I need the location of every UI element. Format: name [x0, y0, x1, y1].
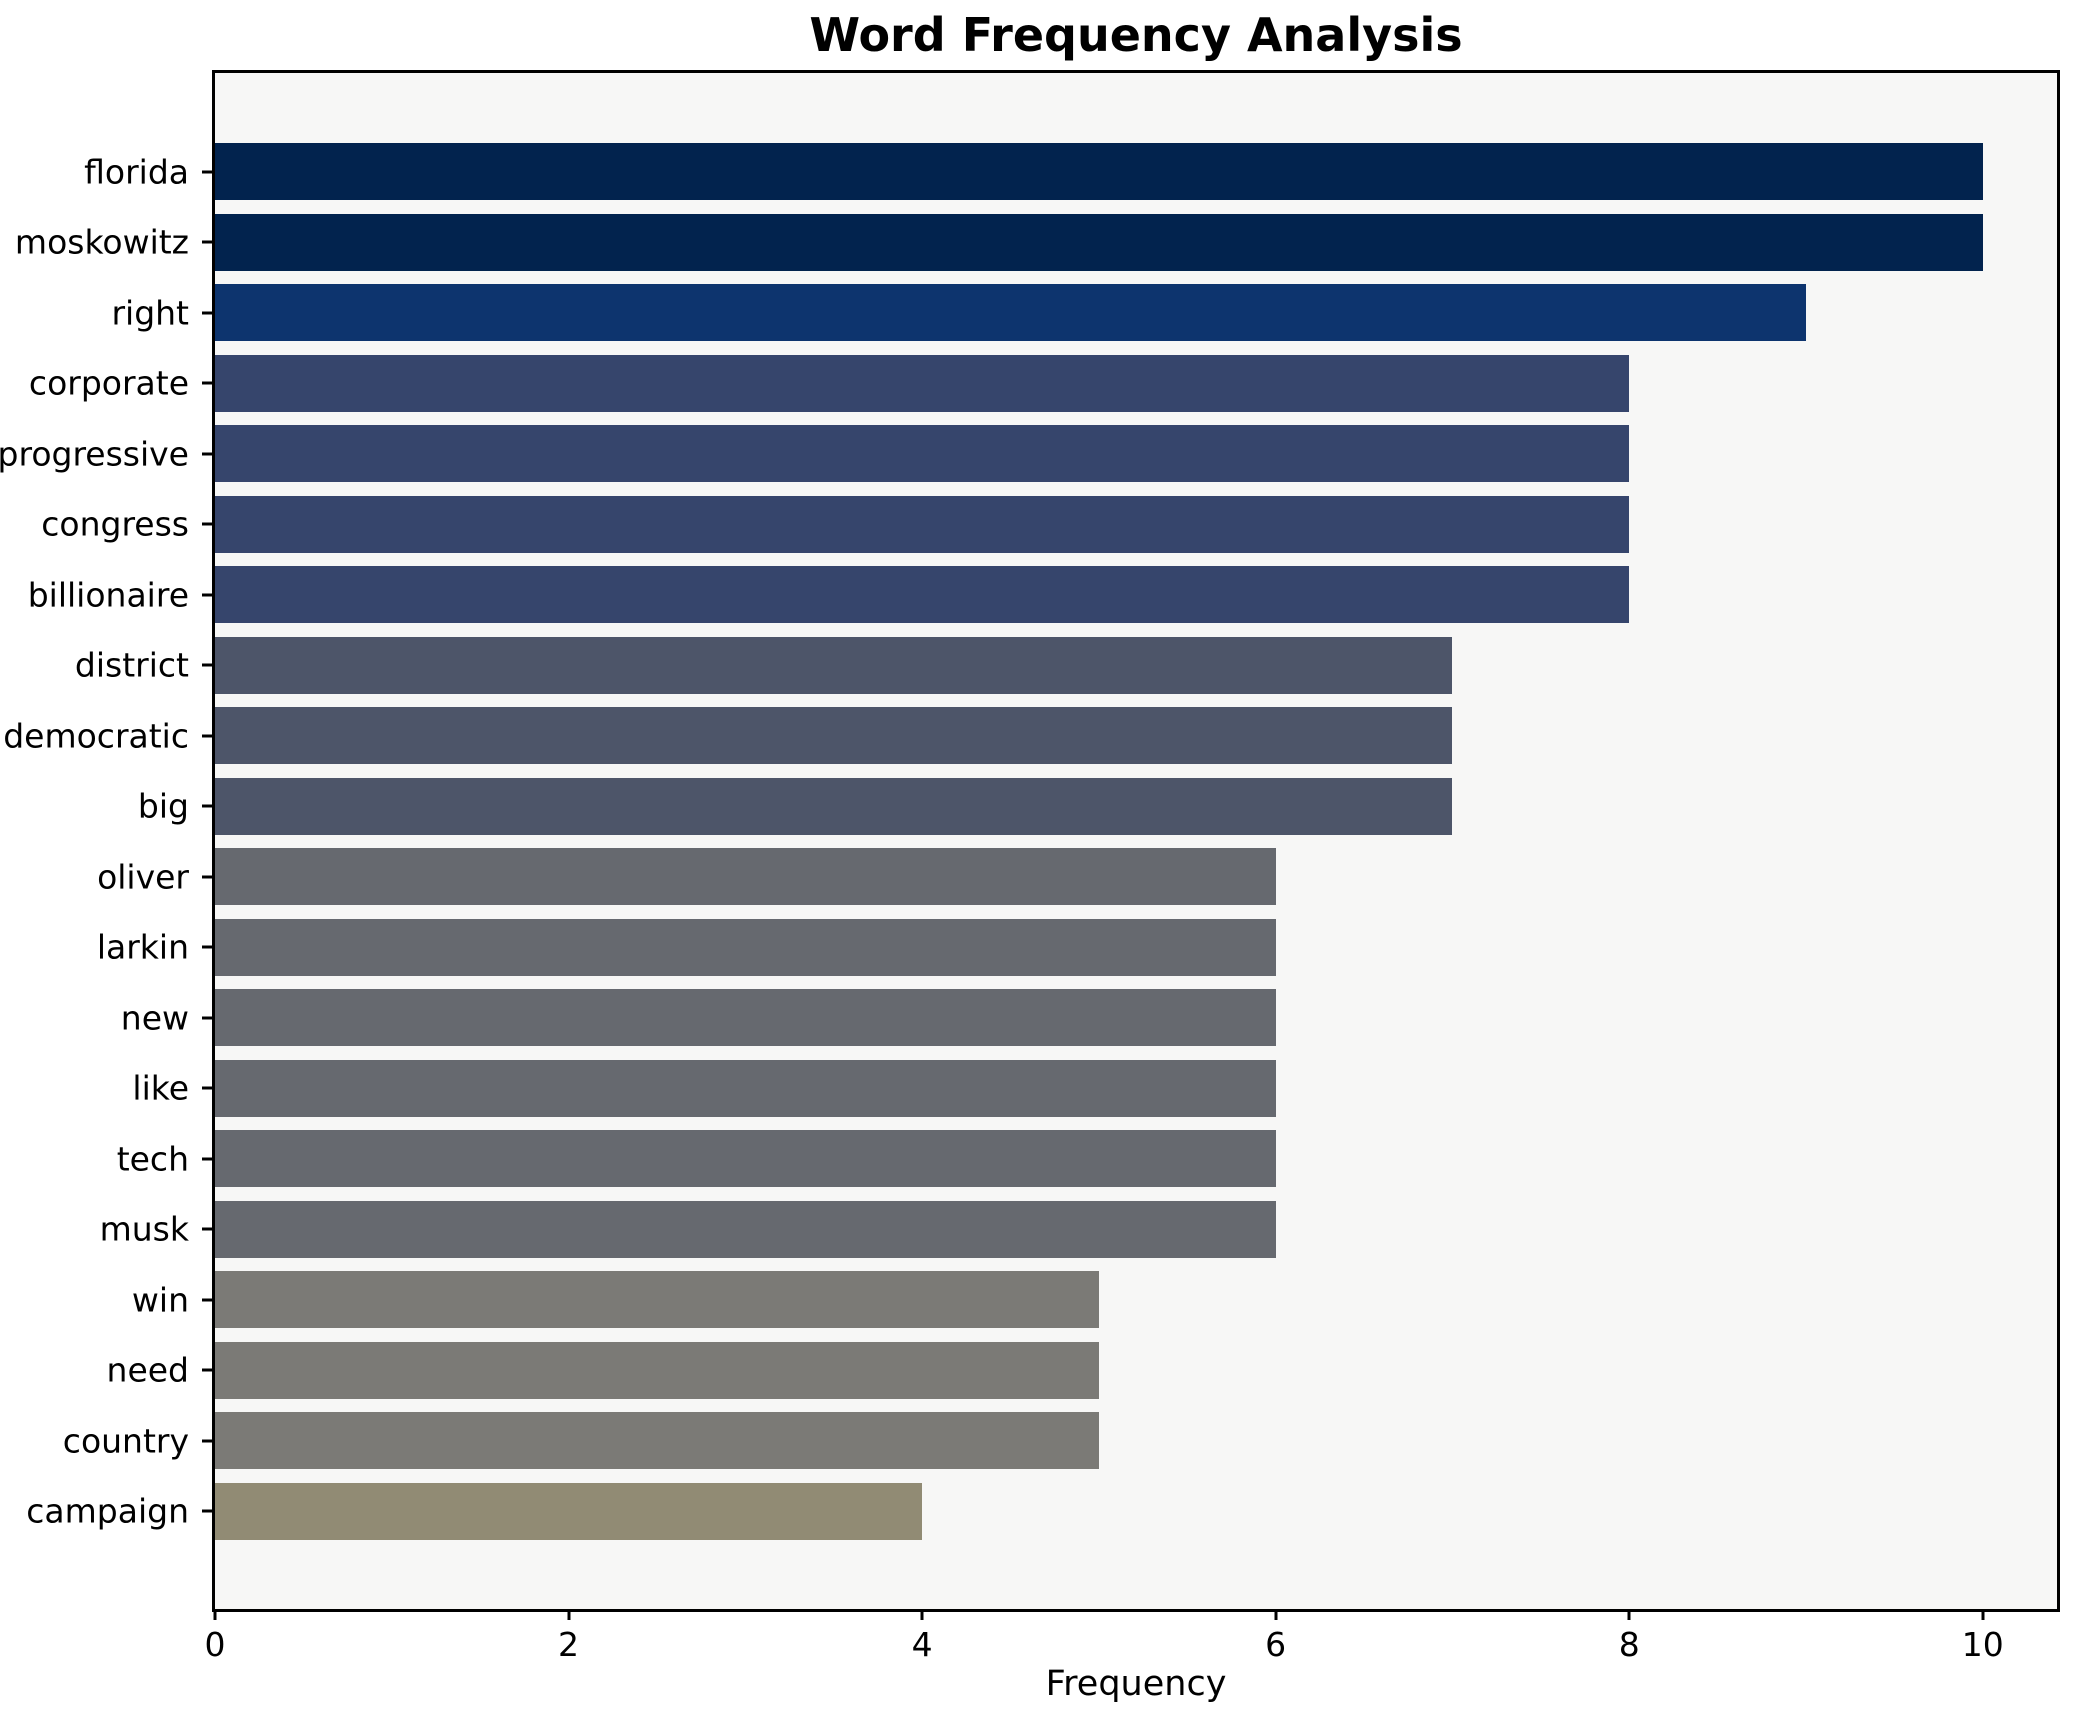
x-tick-label: 2 [558, 1625, 580, 1664]
bar-row: campaign [26, 1482, 2057, 1540]
x-axis-label: Frequency [1045, 1664, 1227, 1704]
y-tick [202, 734, 212, 738]
y-tick-label: like [132, 1068, 189, 1108]
y-tick [202, 240, 212, 244]
y-tick-label: congress [41, 504, 189, 544]
bar [215, 1482, 923, 1540]
bar-row: corporate [29, 354, 2057, 412]
x-tick [1981, 1609, 1985, 1620]
bar [215, 1130, 1276, 1188]
y-tick [202, 452, 212, 456]
bar [215, 1059, 1276, 1117]
bar-row: moskowitz [15, 213, 2057, 271]
y-tick-label: tech [116, 1139, 189, 1179]
bar-row: tech [117, 1130, 2057, 1188]
y-tick [202, 1086, 212, 1090]
y-tick [202, 1016, 212, 1020]
bar-row: district [75, 636, 2057, 694]
y-tick-label: win [131, 1280, 189, 1320]
bar [215, 707, 1453, 765]
bar [215, 425, 1630, 483]
bar-row: country [63, 1412, 2057, 1470]
bar [215, 848, 1276, 906]
y-tick-label: campaign [26, 1491, 189, 1531]
bar [215, 1341, 1099, 1399]
y-tick [202, 875, 212, 879]
y-tick-label: billionaire [27, 575, 189, 615]
bar-row: win [132, 1271, 2057, 1329]
y-tick-label: oliver [97, 857, 189, 897]
chart-title: Word Frequency Analysis [809, 8, 1463, 62]
x-tick-label: 0 [204, 1625, 226, 1664]
bar-row: like [132, 1059, 2057, 1117]
x-tick [567, 1609, 571, 1620]
y-tick [202, 170, 212, 173]
y-tick [202, 1509, 212, 1513]
y-tick-label: corporate [28, 363, 189, 403]
bar [215, 777, 1453, 835]
bar-row: need [107, 1341, 2057, 1399]
y-tick [202, 663, 212, 667]
plot-area: florida moskowitz right corporate progressiv… [0, 70, 2060, 1664]
bar-row: oliver [97, 848, 2057, 906]
bar [215, 495, 1630, 553]
bar [215, 213, 1983, 271]
x-tick [213, 1609, 217, 1620]
x-tick-label: 10 [1961, 1625, 2004, 1664]
bar [215, 918, 1276, 976]
y-tick-label: moskowitz [14, 222, 189, 262]
bar-row: democratic [3, 707, 2057, 765]
y-tick-label: big [137, 786, 189, 826]
y-tick-label: country [62, 1421, 189, 1461]
x-tick [920, 1609, 924, 1620]
y-tick [202, 945, 212, 949]
y-tick-label: larkin [96, 927, 189, 967]
y-tick [202, 1368, 212, 1372]
bar [215, 354, 1630, 412]
y-tick [202, 804, 212, 808]
y-tick [202, 1157, 212, 1161]
bar-row: congress [41, 495, 2057, 553]
x-tick-label: 6 [1265, 1625, 1287, 1664]
y-tick [202, 522, 212, 526]
x-tick [1627, 1609, 1631, 1620]
y-tick [202, 1439, 212, 1443]
bar-row: right [111, 284, 2057, 342]
y-tick-label: florida [84, 152, 189, 191]
y-tick-label: district [74, 645, 189, 685]
bar-row: progressive [0, 425, 2057, 483]
y-tick [202, 593, 212, 597]
bar [215, 1271, 1099, 1329]
y-tick-label: need [106, 1350, 189, 1390]
bar [215, 284, 1806, 342]
y-tick-label: democratic [3, 716, 189, 756]
y-tick-label: right [111, 293, 189, 333]
bar [215, 636, 1453, 694]
y-tick [202, 311, 212, 315]
bar-row: new [121, 989, 2057, 1047]
y-tick [202, 1298, 212, 1302]
bars-container: florida moskowitz right corporate progressiv… [0, 73, 2057, 1609]
x-tick [1274, 1609, 1278, 1620]
y-tick [202, 1227, 212, 1231]
bar-row: larkin [97, 918, 2057, 976]
bar-row: musk [100, 1200, 2057, 1258]
bar [215, 566, 1630, 624]
bar-row: billionaire [28, 566, 2057, 624]
bar-row: big [138, 777, 2057, 835]
bar-row: florida [84, 143, 2057, 200]
y-tick [202, 381, 212, 385]
bar [215, 989, 1276, 1047]
bar [215, 1200, 1276, 1258]
y-tick-label: new [120, 998, 189, 1038]
y-tick-label: progressive [0, 434, 189, 474]
x-tick-label: 4 [911, 1625, 933, 1664]
x-tick-label: 8 [1618, 1625, 1640, 1664]
bar [215, 143, 1983, 200]
y-tick-label: musk [99, 1209, 189, 1249]
bar [215, 1412, 1099, 1470]
